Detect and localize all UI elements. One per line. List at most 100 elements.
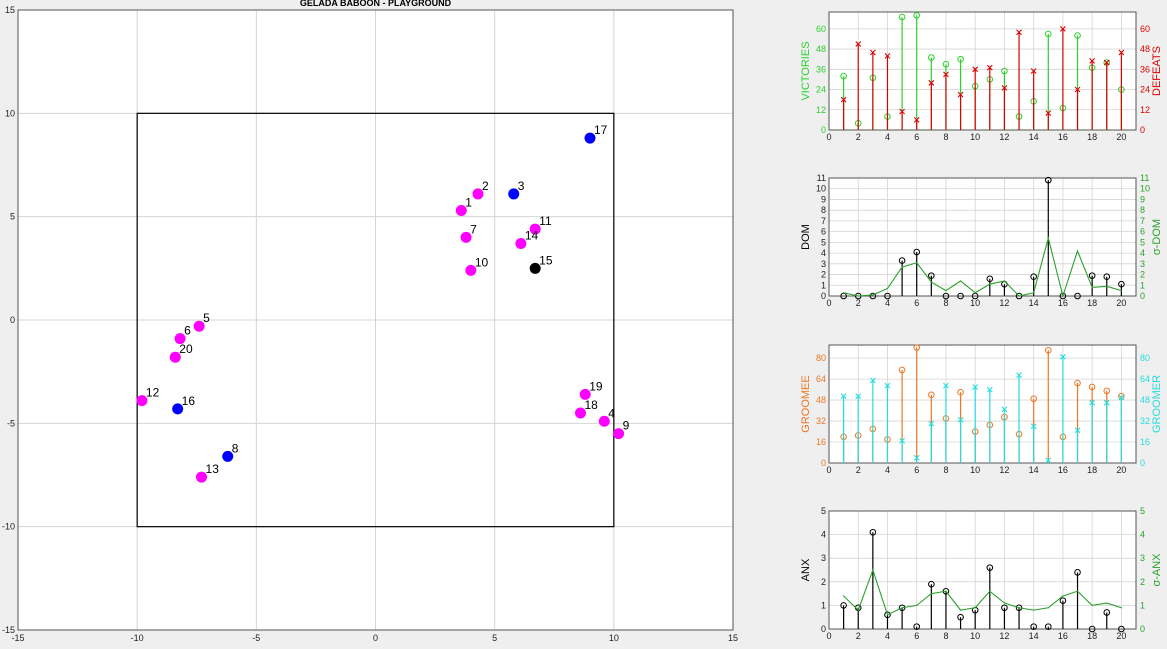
main-x-tick-label: 5 (492, 633, 497, 643)
series-line-point (1047, 237, 1049, 239)
stem-marker-x (840, 393, 847, 400)
baboon-point (193, 320, 205, 332)
series-line-point (901, 607, 903, 609)
stem-marker-x (913, 454, 920, 461)
baboon-label: 9 (623, 419, 630, 433)
stem-marker-x (855, 41, 862, 47)
stem-marker-x (1001, 406, 1008, 413)
main-x-tick-label: -10 (131, 633, 144, 643)
main-x-tick-label: 10 (609, 633, 619, 643)
panel-right-tick-label: 80 (1140, 353, 1150, 363)
panel-x-tick-label: 20 (1116, 298, 1126, 308)
panel-x-tick-label: 18 (1087, 631, 1097, 641)
stem-marker-x (1001, 84, 1008, 91)
panel-left-tick-label: 0 (821, 291, 826, 301)
main-x-tick-label: -15 (11, 633, 24, 643)
main-y-tick-label: -10 (2, 522, 15, 532)
stem-marker-x (1045, 110, 1052, 117)
panel-right-tick-label: 36 (1140, 64, 1150, 74)
stem-marker-x (1074, 86, 1081, 93)
baboon-label: 17 (594, 123, 608, 137)
stem-marker-circle (942, 60, 950, 68)
panel-x-tick-label: 4 (885, 132, 890, 142)
panel-x-tick-label: 8 (943, 631, 948, 641)
panel-left-tick-label: 5 (821, 506, 826, 516)
stem-marker-x (840, 96, 847, 103)
panel-x-tick-label: 4 (885, 631, 890, 641)
stem-marker-circle (913, 623, 921, 630)
baboon-point (529, 262, 541, 274)
stem-marker-x (957, 91, 964, 98)
stem-marker-circle (840, 602, 847, 609)
stem-marker-x (1074, 427, 1081, 434)
stem-marker-circle (928, 54, 935, 61)
panel-left-tick-label: 11 (817, 173, 826, 183)
stem-marker-circle (986, 564, 994, 571)
series-line-point (916, 262, 918, 264)
series-line-point (872, 294, 874, 296)
stem-marker-circle (928, 272, 935, 279)
panel-x-tick-label: 0 (826, 132, 831, 142)
series-line-point (1062, 295, 1064, 297)
stem-marker-x (1060, 25, 1066, 32)
panel-border (828, 177, 1137, 297)
baboon-label: 4 (608, 406, 615, 420)
panel-x-tick-label: 0 (826, 298, 831, 308)
baboon-label: 7 (470, 222, 477, 236)
panel-right-tick-label: 1 (1140, 600, 1145, 610)
baboon-point (169, 351, 181, 363)
panel-right-axis-label: DEFEATS (1151, 46, 1163, 96)
baboon-label: 18 (584, 398, 598, 412)
stem-marker-circle (1088, 383, 1096, 391)
baboon-point (172, 403, 184, 415)
series-line-point (959, 280, 962, 282)
stem-marker-circle (1030, 273, 1037, 280)
series-line-point (1018, 295, 1020, 297)
panel-x-tick-label: 6 (914, 631, 919, 641)
stem-marker-circle (1118, 280, 1125, 288)
stem-marker-x (986, 386, 993, 393)
panel-left-tick-label: 1 (821, 280, 826, 290)
panel-x-tick-label: 2 (856, 631, 861, 641)
baboon-label: 10 (475, 255, 489, 269)
panel-x-tick-label: 14 (1029, 132, 1039, 142)
stem-marker-circle (1088, 272, 1096, 279)
stem-marker-circle (957, 55, 964, 63)
baboon-label: 5 (203, 311, 210, 325)
panel-left-tick-label: 9 (821, 194, 826, 204)
panel-left-tick-label: 64 (816, 374, 826, 384)
panel-plot-area (829, 178, 1136, 296)
series-line-point (1062, 595, 1064, 597)
panel-left-tick-label: 3 (821, 553, 826, 563)
panel-left-tick-label: 0 (821, 125, 826, 135)
baboon-point (508, 188, 520, 200)
panel-left-tick-label: 10 (816, 184, 826, 194)
stem-marker-circle (884, 292, 891, 300)
stem-marker-x (1030, 423, 1037, 430)
panel-x-tick-label: 8 (943, 298, 948, 308)
panel-x-tick-label: 6 (914, 298, 919, 308)
stem-marker-x (884, 382, 891, 389)
stem-marker-circle (869, 292, 877, 300)
panel-x-tick-label: 4 (885, 465, 890, 475)
baboon-point (515, 238, 527, 250)
panel-left-tick-label: 5 (821, 237, 826, 247)
baboon-point (136, 395, 148, 407)
panel-plot-area (829, 12, 1136, 130)
series-line-point (1033, 292, 1035, 294)
stem-marker-x (943, 71, 949, 78)
panel-right-tick-label: 16 (1140, 437, 1150, 447)
panel-right-tick-label: 3 (1140, 259, 1145, 269)
panel-left-tick-label: 1 (821, 600, 826, 610)
series-line-point (1003, 280, 1006, 282)
series-line-point (1047, 607, 1049, 609)
panel-x-tick-label: 8 (943, 465, 948, 475)
panel-right-tick-label: 2 (1140, 270, 1145, 280)
series-line-point (989, 283, 991, 285)
stem-marker-x (972, 66, 979, 73)
panel-right-tick-label: 48 (1140, 44, 1150, 54)
series-line-point (930, 281, 932, 283)
panel-right-tick-label: 4 (1140, 248, 1145, 258)
series-line-point (930, 593, 932, 595)
series-line-point (945, 290, 947, 292)
